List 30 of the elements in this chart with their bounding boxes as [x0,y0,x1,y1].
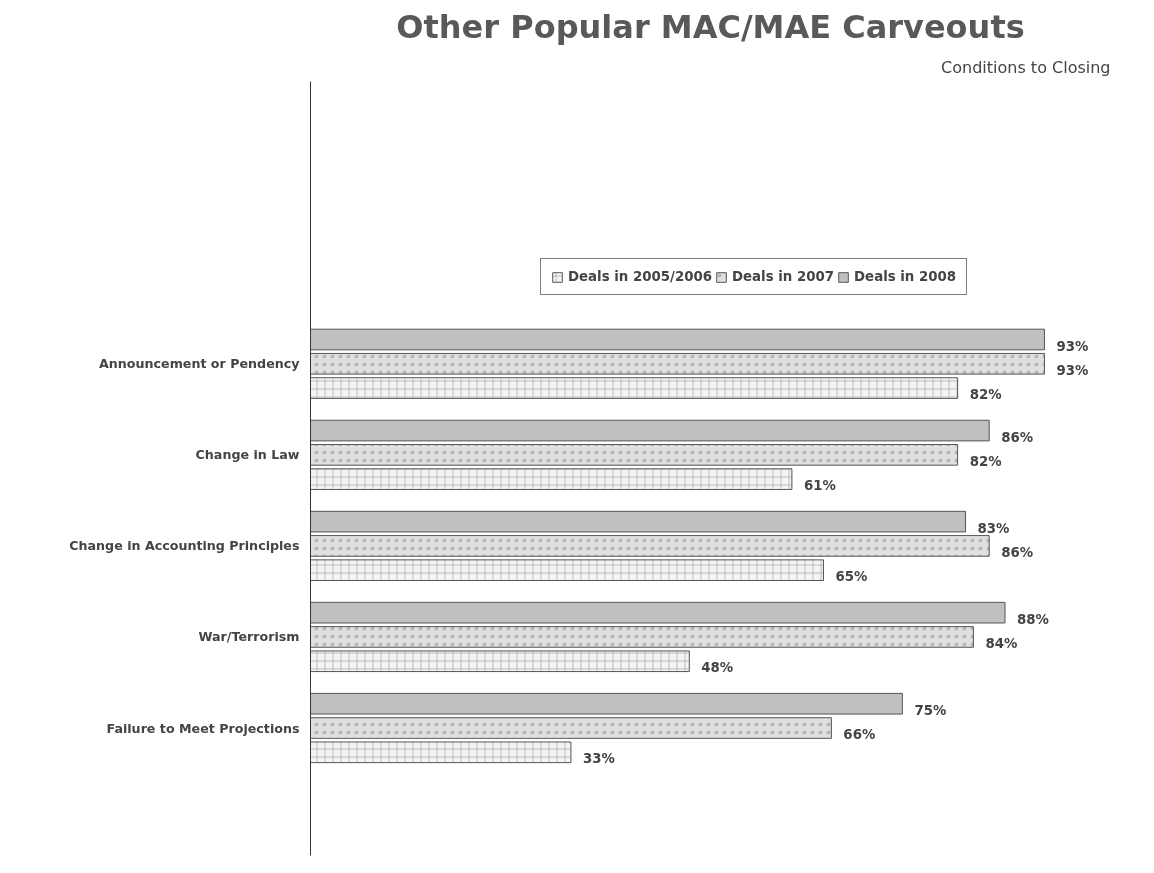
bar [310,510,967,533]
bar [310,692,903,715]
legend-label: Deals in 2008 [854,269,957,284]
data-label: 33% [582,751,615,767]
data-label: 93% [1056,338,1089,354]
data-label: 82% [969,387,1002,403]
chart-title: Other Popular MAC/MAE Carveouts [396,7,1025,46]
bar [310,601,1006,624]
data-label: 61% [803,478,836,494]
bar [310,419,990,442]
y-tick-label: Announcement or Pendency [99,356,301,372]
data-label: 84% [985,635,1018,651]
y-tick-label: Change in Law [195,447,300,463]
y-tick-label: War/Terrorism [198,629,300,645]
text: Conditions to Closing [941,57,1111,77]
legend-label: Deals in 2007 [732,269,835,284]
data-label: 65% [835,569,868,585]
data-label: 75% [914,702,947,718]
data-label: 66% [843,727,876,743]
data-label: 82% [969,453,1002,469]
data-label: 86% [1001,429,1034,445]
y-tick-label: Change in Accounting Principles [69,538,300,554]
data-label: 83% [977,520,1010,536]
bar [310,328,1045,351]
data-label: 88% [1016,611,1049,627]
y-tick-label: Failure to Meet Projections [106,720,300,736]
legend-label: Deals in 2005/2006 [568,269,712,284]
data-label: 48% [701,660,734,676]
data-label: 86% [1001,544,1034,560]
data-label: 93% [1056,362,1089,378]
